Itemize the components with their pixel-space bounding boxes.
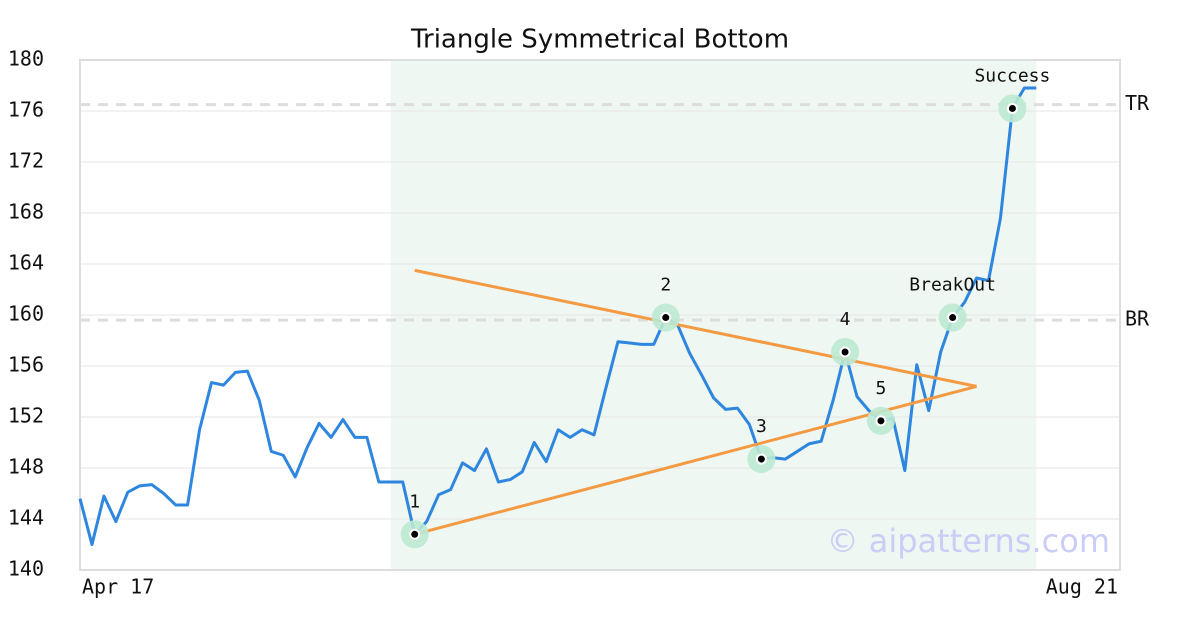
point-label: 4 (840, 309, 851, 330)
chart-title: Triangle Symmetrical Bottom (410, 25, 789, 55)
y-tick-label: 152 (8, 404, 44, 428)
y-tick-label: 140 (8, 557, 44, 581)
watermark: © aipatterns.com (827, 522, 1110, 560)
point-label: 2 (660, 275, 671, 296)
y-tick-label: 156 (8, 353, 44, 377)
x-tick-label: Aug 21 (1046, 575, 1118, 599)
level-label: BR (1125, 307, 1150, 331)
pattern-point (839, 346, 851, 358)
y-tick-label: 176 (8, 98, 44, 122)
y-tick-label: 168 (8, 200, 44, 224)
point-label: 1 (409, 491, 420, 512)
pattern-point (755, 453, 767, 465)
pattern-point (660, 312, 672, 324)
pattern-point (409, 528, 421, 540)
point-label: Success (974, 65, 1050, 86)
point-label: BreakOut (909, 275, 996, 296)
y-tick-label: 144 (8, 506, 44, 530)
y-tick-label: 172 (8, 149, 44, 173)
x-tick-label: Apr 17 (82, 575, 154, 599)
y-tick-label: 160 (8, 302, 44, 326)
level-label: TR (1125, 91, 1150, 115)
y-tick-label: 180 (8, 47, 44, 71)
point-label: 3 (756, 416, 767, 437)
y-tick-label: 164 (8, 251, 44, 275)
plot-frame (79, 59, 1121, 571)
trend-line (414, 268, 977, 388)
pattern-point (875, 415, 887, 427)
pattern-point (1006, 102, 1018, 114)
y-tick-label: 148 (8, 455, 44, 479)
point-label: 5 (875, 378, 886, 399)
pattern-point (947, 312, 959, 324)
